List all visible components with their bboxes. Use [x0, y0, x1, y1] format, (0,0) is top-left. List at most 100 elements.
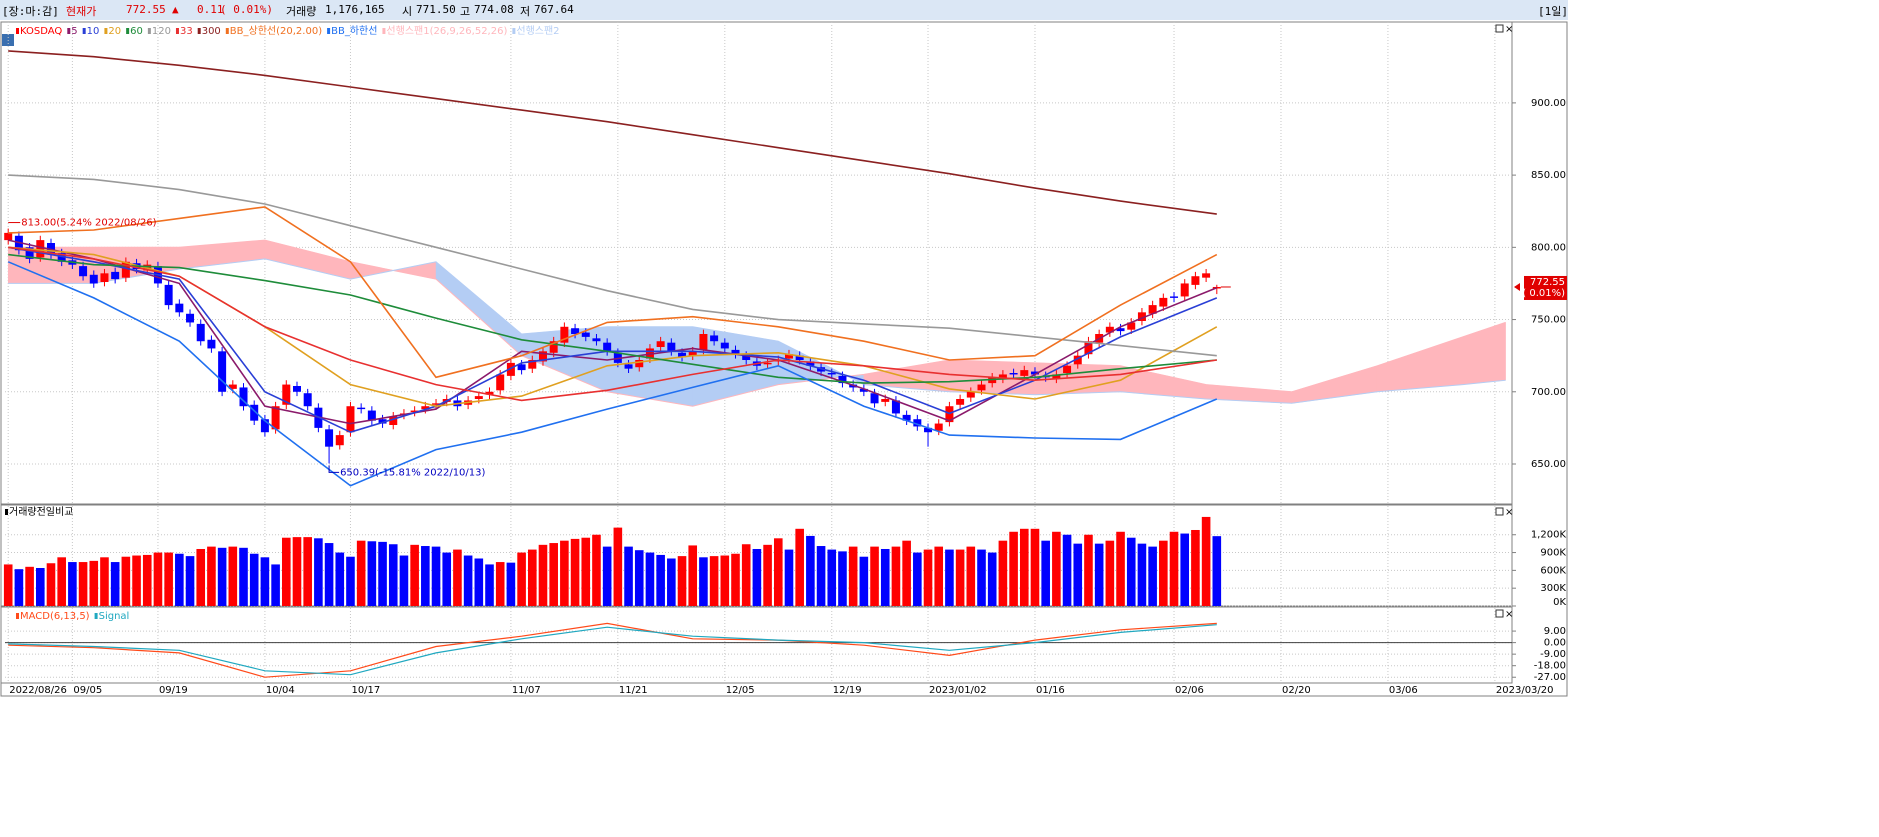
candle-body: [282, 384, 291, 405]
x-tick-label: 2022/08/26: [9, 685, 67, 696]
volume-bar: [207, 546, 216, 606]
y-tick-label: 900.00: [1531, 98, 1566, 109]
volume-bar: [945, 549, 954, 606]
volume-bar: [752, 548, 762, 606]
legend-swatch: [327, 28, 331, 34]
volume-bar: [517, 552, 526, 606]
volume-bar: [3, 564, 13, 606]
annotation-leader: [328, 465, 340, 473]
volume-bar: [795, 528, 804, 606]
volume-bar: [324, 543, 334, 606]
y-tick-label: 1,200K: [1531, 530, 1567, 541]
candle-body: [827, 373, 836, 375]
candle-body: [186, 313, 195, 323]
volume-bar: [741, 544, 751, 606]
y-tick-label: -27.00: [1534, 672, 1566, 683]
volume-bar: [977, 549, 986, 606]
macd-panel: [0, 606, 1513, 684]
volume-bar: [281, 537, 291, 606]
candle-body: [496, 374, 505, 391]
volume: 1,176,165: [325, 3, 385, 16]
volume-bar: [356, 540, 366, 606]
last-price-value: 772.55: [1530, 277, 1565, 288]
volume-bar: [1073, 543, 1083, 606]
volume-bar: [410, 544, 419, 606]
annotation: 650.39(-15.81% 2022/10/13): [340, 467, 485, 478]
volume-bar: [667, 558, 676, 606]
volume-bar: [421, 546, 430, 606]
high-label: 고: [460, 5, 471, 18]
volume-bar: [827, 549, 837, 606]
y-tick-label: 900K: [1540, 548, 1566, 559]
candle-body: [79, 266, 88, 277]
volume-bar: [1169, 531, 1179, 606]
panel-close-button[interactable]: ×: [1505, 24, 1513, 35]
panel-close-button[interactable]: ×: [1505, 609, 1513, 620]
x-tick-label: 10/17: [351, 685, 380, 696]
candle-body: [1202, 273, 1211, 278]
legend-swatch: [82, 28, 86, 34]
y-tick-label: -18.00: [1534, 661, 1566, 672]
volume-bar: [955, 549, 965, 606]
legend-swatch: [5, 509, 8, 515]
candle-body: [891, 400, 900, 414]
volume-bar: [388, 544, 398, 606]
candle-body: [731, 349, 740, 355]
legend-entry: 20: [108, 26, 121, 37]
volume-bar: [25, 566, 34, 606]
period[interactable]: [1일]: [1538, 5, 1568, 18]
candle-body: [603, 342, 612, 352]
volume-bar: [1030, 528, 1040, 606]
candle-body: [1030, 371, 1039, 375]
change: 0.11: [197, 3, 224, 16]
candle-body: [656, 341, 665, 347]
volume-bar: [859, 556, 869, 606]
panel-max-button[interactable]: [1495, 609, 1504, 618]
volume-bar: [816, 546, 826, 606]
panel-close-button[interactable]: ×: [1505, 507, 1513, 518]
y-tick-label: 700.00: [1531, 387, 1566, 398]
volume-bar: [335, 552, 345, 606]
legend-entry: KOSDAQ: [20, 26, 62, 37]
volume-bar: [913, 552, 922, 606]
panel-max-button[interactable]: [1495, 24, 1504, 33]
candle-body: [1009, 373, 1018, 375]
candle-body: [581, 332, 590, 337]
candle-body: [121, 261, 130, 278]
legend-swatch: [175, 28, 179, 34]
y-tick-label: 0K: [1553, 597, 1566, 608]
volume-bar: [773, 538, 783, 606]
candle-body: [218, 351, 227, 392]
candle-body: [1020, 370, 1029, 376]
volume-bar: [185, 556, 195, 606]
candle-body: [335, 435, 344, 446]
candle-body: [36, 240, 45, 258]
volume-bar: [1116, 531, 1125, 606]
legend-swatch: [147, 28, 151, 34]
volume-bar: [346, 556, 355, 606]
volume-bar: [35, 567, 45, 606]
candle-body: [410, 410, 419, 412]
candle-body: [346, 406, 355, 433]
y-tick-label: 600K: [1540, 565, 1566, 576]
last-price-pointer: [1514, 282, 1520, 291]
volume-bar: [923, 549, 933, 606]
volume-bar: [1062, 534, 1072, 606]
volume-bar: [217, 547, 227, 606]
x-tick-label: 02/20: [1282, 685, 1311, 696]
candle-body: [560, 326, 569, 343]
candle-body: [367, 410, 376, 421]
cloud-band: [179, 239, 266, 270]
legend-swatch: [16, 28, 19, 34]
volume-bar: [1052, 531, 1061, 606]
volume-bar: [902, 540, 911, 606]
y-tick-label: 9.00: [1544, 626, 1566, 637]
candle-body: [934, 423, 943, 431]
volume-bar: [709, 556, 719, 606]
panel-max-button[interactable]: [1495, 507, 1504, 516]
volume-bar: [688, 545, 698, 606]
volume-bar: [1084, 534, 1093, 606]
status: [장:마:감]: [2, 5, 59, 18]
candle-body: [517, 364, 526, 371]
volume-bar: [763, 544, 772, 606]
